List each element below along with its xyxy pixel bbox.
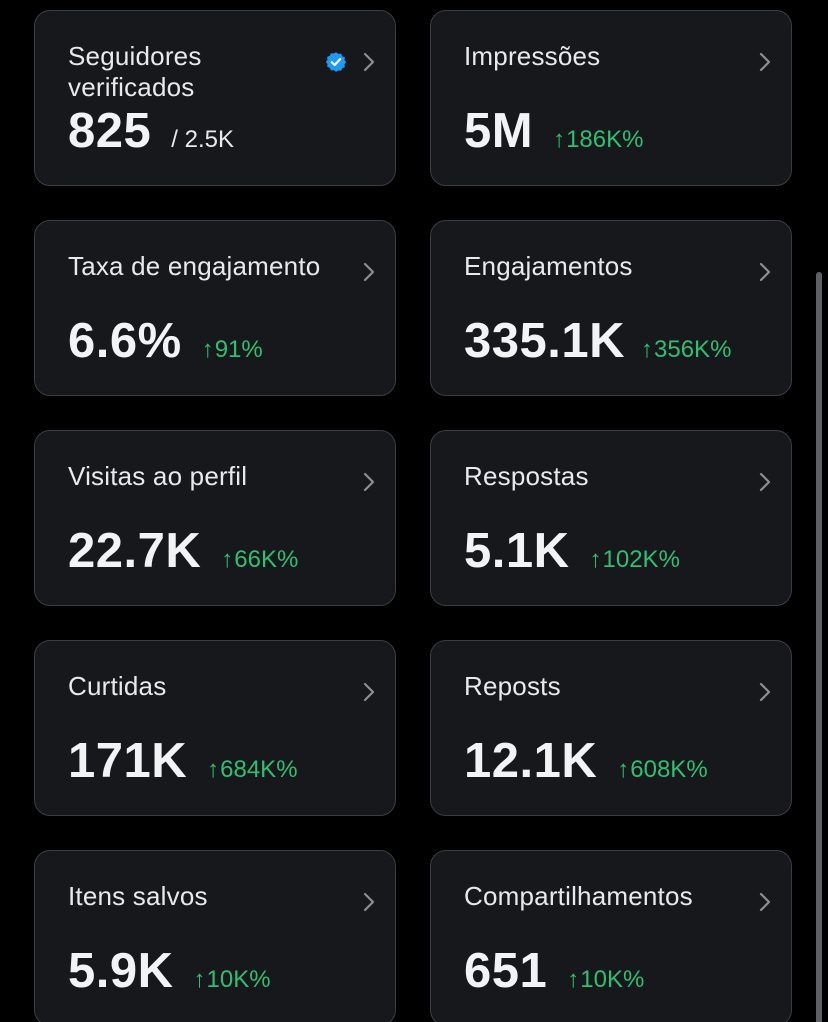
- metric-change: ↑ 91%: [202, 336, 263, 364]
- metric-value: 22.7K: [68, 524, 202, 578]
- metric-change: ↑ 102K%: [590, 546, 680, 574]
- arrow-up-icon: ↑: [589, 546, 602, 573]
- arrow-up-icon: ↑: [641, 336, 654, 363]
- metric-card-likes[interactable]: Curtidas 171K ↑ 684K%: [34, 640, 396, 816]
- metric-value-row: 5M ↑ 186K%: [464, 103, 643, 159]
- arrow-up-icon: ↑: [553, 126, 566, 153]
- metric-change-value: 684K%: [220, 756, 298, 783]
- metric-title: Seguidores verificados: [68, 41, 202, 102]
- metric-title: Taxa de engajamento: [68, 251, 321, 281]
- metric-change-value: 356K%: [654, 336, 732, 363]
- chevron-right-icon: [363, 262, 375, 282]
- metric-value: 5.1K: [464, 524, 570, 578]
- metric-title: Impressões: [464, 41, 601, 71]
- scrollbar[interactable]: [816, 272, 822, 1022]
- metric-title: Itens salvos: [68, 881, 208, 911]
- arrow-up-icon: ↑: [567, 966, 580, 993]
- metric-value-row: 651 ↑ 10K%: [464, 943, 644, 999]
- metric-change: ↑ 66K%: [221, 546, 298, 574]
- arrow-up-icon: ↑: [221, 546, 234, 573]
- metric-value-row: 335.1K ↑ 356K%: [464, 313, 731, 369]
- metric-card-engagements[interactable]: Engajamentos 335.1K ↑ 356K%: [430, 220, 792, 396]
- metric-value: 825: [68, 104, 152, 158]
- chevron-right-icon: [363, 682, 375, 702]
- metric-value: 5.9K: [68, 944, 174, 998]
- arrow-up-icon: ↑: [201, 336, 214, 363]
- chevron-right-icon: [759, 682, 771, 702]
- chevron-right-icon: [759, 892, 771, 912]
- chevron-right-icon: [363, 892, 375, 912]
- metric-value-row: 5.9K ↑ 10K%: [68, 943, 271, 999]
- metric-change-value: 102K%: [602, 546, 680, 573]
- metric-card-engagement-rate[interactable]: Taxa de engajamento 6.6% ↑ 91%: [34, 220, 396, 396]
- metric-change-value: 186K%: [566, 126, 644, 153]
- metric-change-value: 10K%: [206, 966, 271, 993]
- metric-value-row: 5.1K ↑ 102K%: [464, 523, 680, 579]
- metric-change: ↑ 186K%: [553, 126, 643, 154]
- metric-value: 12.1K: [464, 734, 598, 788]
- chevron-right-icon: [759, 472, 771, 492]
- arrow-up-icon: ↑: [207, 756, 220, 783]
- metric-change: ↑ 10K%: [567, 966, 644, 994]
- metric-change-value: 10K%: [580, 966, 645, 993]
- metric-change: ↑ 684K%: [207, 756, 297, 784]
- metric-change-value: 608K%: [630, 756, 708, 783]
- arrow-up-icon: ↑: [617, 756, 630, 783]
- metric-title: Respostas: [464, 461, 589, 491]
- verified-badge-icon: [325, 52, 347, 72]
- metric-value: 651: [464, 944, 548, 998]
- metric-change-value: 91%: [214, 336, 263, 363]
- chevron-right-icon: [363, 52, 375, 72]
- metric-change: ↑ 356K%: [641, 336, 731, 364]
- metric-card-verified-followers[interactable]: Seguidores verificados 825 / 2.5K: [34, 10, 396, 186]
- metric-title: Compartilhamentos: [464, 881, 693, 911]
- metric-card-saved-items[interactable]: Itens salvos 5.9K ↑ 10K%: [34, 850, 396, 1022]
- metric-title: Curtidas: [68, 671, 167, 701]
- metric-card-reposts[interactable]: Reposts 12.1K ↑ 608K%: [430, 640, 792, 816]
- chevron-right-icon: [363, 472, 375, 492]
- metric-value-row: 171K ↑ 684K%: [68, 733, 298, 789]
- metric-value-row: 6.6% ↑ 91%: [68, 313, 263, 369]
- chevron-right-icon: [759, 262, 771, 282]
- metric-title: Engajamentos: [464, 251, 633, 281]
- metric-value-row: 825 / 2.5K: [68, 103, 234, 159]
- metric-change-value: 66K%: [234, 546, 299, 573]
- metric-value-row: 22.7K ↑ 66K%: [68, 523, 298, 579]
- metric-value: 5M: [464, 104, 534, 158]
- metric-title: Reposts: [464, 671, 561, 701]
- metric-value-row: 12.1K ↑ 608K%: [464, 733, 708, 789]
- metric-change: ↑ 608K%: [617, 756, 707, 784]
- metric-card-shares[interactable]: Compartilhamentos 651 ↑ 10K%: [430, 850, 792, 1022]
- metric-card-profile-visits[interactable]: Visitas ao perfil 22.7K ↑ 66K%: [34, 430, 396, 606]
- metric-value: 171K: [68, 734, 188, 788]
- metric-change: ↑ 10K%: [194, 966, 271, 994]
- metric-value: 6.6%: [68, 314, 182, 368]
- metric-title: Visitas ao perfil: [68, 461, 248, 491]
- metric-total: / 2.5K: [171, 126, 234, 153]
- arrow-up-icon: ↑: [193, 966, 206, 993]
- chevron-right-icon: [759, 52, 771, 72]
- metric-value: 335.1K: [464, 314, 626, 368]
- metric-card-replies[interactable]: Respostas 5.1K ↑ 102K%: [430, 430, 792, 606]
- metric-card-impressions[interactable]: Impressões 5M ↑ 186K%: [430, 10, 792, 186]
